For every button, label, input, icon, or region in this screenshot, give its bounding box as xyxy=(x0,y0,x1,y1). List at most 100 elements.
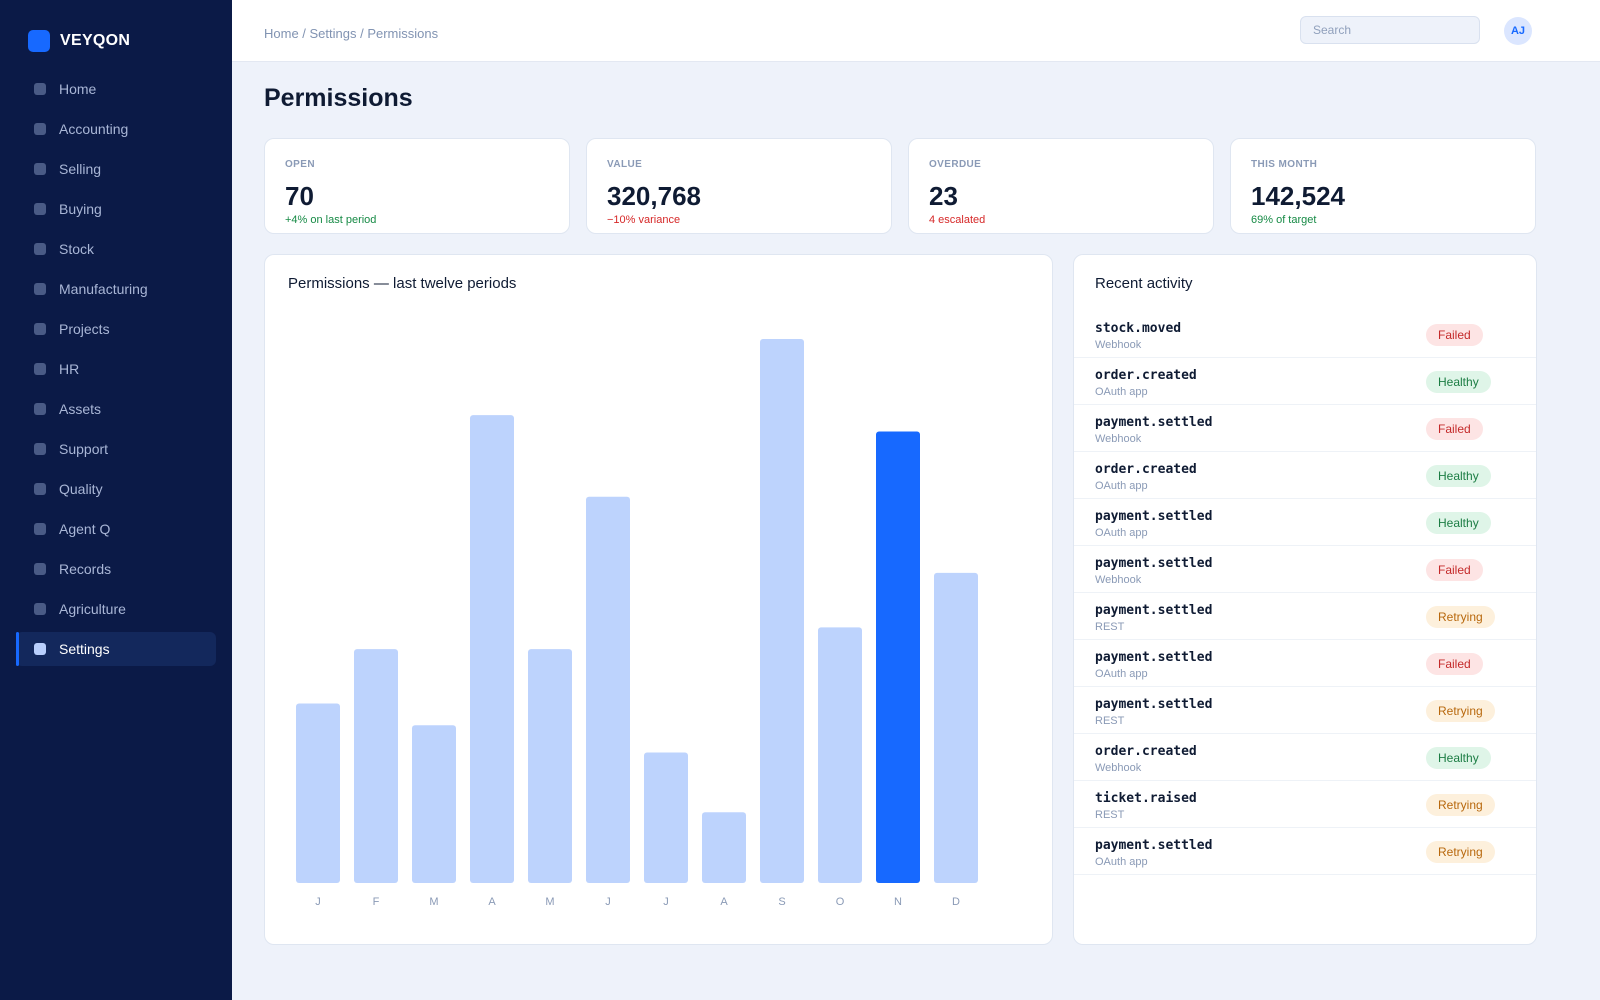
assets-icon xyxy=(34,403,46,415)
sidebar-item-hr[interactable]: HR xyxy=(16,352,216,386)
accounting-icon xyxy=(34,123,46,135)
sidebar-item-assets[interactable]: Assets xyxy=(16,392,216,426)
sidebar-item-home[interactable]: Home xyxy=(16,72,216,106)
chart-title: Permissions — last twelve periods xyxy=(288,275,517,292)
sidebar-item-label: HR xyxy=(59,361,80,377)
sidebar-item-label: Home xyxy=(59,81,97,97)
sidebar-nav: Home Accounting Selling Buying Stock Man… xyxy=(16,72,216,672)
activity-source: OAuth app xyxy=(1095,480,1148,492)
activity-event: payment.settled xyxy=(1095,697,1213,712)
activity-row[interactable]: ticket.raised REST Retrying xyxy=(1074,781,1536,828)
activity-row[interactable]: payment.settled OAuth app Failed xyxy=(1074,640,1536,687)
sidebar-item-selling[interactable]: Selling xyxy=(16,152,216,186)
activity-row[interactable]: stock.moved Webhook Failed xyxy=(1074,311,1536,358)
chart-bar[interactable] xyxy=(934,572,978,883)
kpi-label: OVERDUE xyxy=(929,159,982,170)
sidebar-item-label: Settings xyxy=(59,641,110,657)
sidebar-item-quality[interactable]: Quality xyxy=(16,472,216,506)
activity-event: payment.settled xyxy=(1095,603,1213,618)
sidebar-item-support[interactable]: Support xyxy=(16,432,216,466)
activity-source: REST xyxy=(1095,621,1125,633)
status-badge: Retrying xyxy=(1426,794,1495,816)
activity-source: Webhook xyxy=(1095,433,1142,445)
status-badge: Failed xyxy=(1426,559,1483,581)
kpi-card-value: VALUE 320,768 −10% variance xyxy=(586,138,892,234)
brand[interactable]: VEYQON xyxy=(28,30,130,52)
chart-panel: Permissions — last twelve periods J F M A M J… xyxy=(264,254,1053,945)
top-header: Home / Settings / Permissions AJ xyxy=(232,0,1600,62)
activity-row[interactable]: payment.settled Webhook Failed xyxy=(1074,546,1536,593)
kpi-value: 23 xyxy=(929,181,958,211)
sidebar-item-agriculture[interactable]: Agriculture xyxy=(16,592,216,626)
chart-bar[interactable] xyxy=(876,431,920,883)
kpi-card-this-month: THIS MONTH 142,524 69% of target xyxy=(1230,138,1536,234)
activity-source: REST xyxy=(1095,715,1125,727)
sidebar-item-manufacturing[interactable]: Manufacturing xyxy=(16,272,216,306)
x-tick-label: J xyxy=(605,896,611,908)
sidebar-item-label: Selling xyxy=(59,161,102,177)
sidebar-item-projects[interactable]: Projects xyxy=(16,312,216,346)
activity-row[interactable]: payment.settled OAuth app Retrying xyxy=(1074,828,1536,875)
x-tick-label: M xyxy=(429,896,438,908)
sidebar: VEYQON Home Accounting Selling Buying St… xyxy=(0,0,232,1000)
activity-event: stock.moved xyxy=(1095,321,1182,336)
activity-row[interactable]: order.created OAuth app Healthy xyxy=(1074,452,1536,499)
chart-bar[interactable] xyxy=(644,752,688,883)
x-tick-label: A xyxy=(720,896,728,908)
status-badge: Healthy xyxy=(1426,371,1491,393)
sidebar-item-agent-q[interactable]: Agent Q xyxy=(16,512,216,546)
activity-title: Recent activity xyxy=(1095,275,1193,292)
breadcrumb[interactable]: Home / Settings / Permissions xyxy=(264,26,439,41)
x-tick-label: S xyxy=(778,896,785,908)
chart-bar[interactable] xyxy=(528,649,572,883)
chart-bar[interactable] xyxy=(354,649,398,883)
activity-source: REST xyxy=(1095,809,1125,821)
activity-row[interactable]: payment.settled Webhook Failed xyxy=(1074,405,1536,452)
activity-list: stock.moved Webhook Failed order.created OAu… xyxy=(1074,311,1536,875)
status-badge: Failed xyxy=(1426,324,1483,346)
quality-icon xyxy=(34,483,46,495)
agriculture-icon xyxy=(34,603,46,615)
agent-q-icon xyxy=(34,523,46,535)
sidebar-item-records[interactable]: Records xyxy=(16,552,216,586)
sidebar-item-accounting[interactable]: Accounting xyxy=(16,112,216,146)
kpi-label: THIS MONTH xyxy=(1251,159,1318,170)
chart-bar[interactable] xyxy=(702,812,746,883)
activity-source: Webhook xyxy=(1095,762,1142,774)
activity-panel: Recent activity stock.moved Webhook Failed… xyxy=(1073,254,1537,945)
x-tick-label: O xyxy=(836,896,845,908)
activity-event: order.created xyxy=(1095,462,1197,477)
chart-bar[interactable] xyxy=(296,703,340,883)
sidebar-item-label: Support xyxy=(59,441,109,457)
brand-logo-icon xyxy=(28,30,50,52)
activity-row[interactable]: order.created OAuth app Healthy xyxy=(1074,358,1536,405)
projects-icon xyxy=(34,323,46,335)
search-input[interactable] xyxy=(1300,16,1480,44)
sidebar-item-label: Agriculture xyxy=(59,601,126,617)
chart-bar[interactable] xyxy=(818,627,862,883)
activity-event: payment.settled xyxy=(1095,415,1213,430)
avatar[interactable]: AJ xyxy=(1504,17,1532,45)
sidebar-item-settings[interactable]: Settings xyxy=(16,632,216,666)
x-tick-label: D xyxy=(952,896,960,908)
chart-bar[interactable] xyxy=(412,725,456,883)
kpi-card-open: OPEN 70 +4% on last period xyxy=(264,138,570,234)
chart-bar[interactable] xyxy=(470,415,514,883)
kpi-label: VALUE xyxy=(607,159,643,170)
activity-row[interactable]: payment.settled OAuth app Healthy xyxy=(1074,499,1536,546)
records-icon xyxy=(34,563,46,575)
activity-source: Webhook xyxy=(1095,339,1142,351)
chart-bar[interactable] xyxy=(586,496,630,883)
activity-row[interactable]: order.created Webhook Healthy xyxy=(1074,734,1536,781)
activity-event: payment.settled xyxy=(1095,838,1213,853)
kpi-card-overdue: OVERDUE 23 4 escalated xyxy=(908,138,1214,234)
activity-event: payment.settled xyxy=(1095,556,1213,571)
activity-row[interactable]: payment.settled REST Retrying xyxy=(1074,687,1536,734)
sidebar-item-stock[interactable]: Stock xyxy=(16,232,216,266)
kpi-value: 142,524 xyxy=(1251,181,1345,211)
activity-event: order.created xyxy=(1095,368,1197,383)
activity-row[interactable]: payment.settled REST Retrying xyxy=(1074,593,1536,640)
chart-bar[interactable] xyxy=(760,339,804,883)
sidebar-item-buying[interactable]: Buying xyxy=(16,192,216,226)
